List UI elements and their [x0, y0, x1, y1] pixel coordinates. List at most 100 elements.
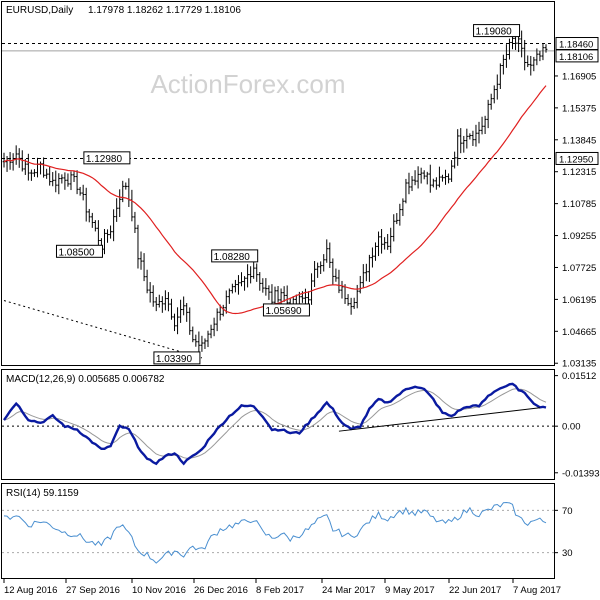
price-annotation-0: 1.19080 — [473, 24, 521, 38]
macd-title: MACD(12,26,9) 0.005685 0.006782 — [6, 374, 165, 385]
candle — [212, 317, 216, 337]
candle — [325, 239, 329, 263]
candle — [495, 74, 499, 100]
candle — [170, 298, 173, 320]
candle — [517, 34, 520, 53]
candle — [124, 182, 128, 190]
candle — [48, 166, 52, 186]
candle — [230, 283, 234, 294]
candle — [389, 227, 393, 254]
level-label-box — [555, 49, 599, 63]
annotation-box — [83, 151, 131, 165]
candle — [258, 272, 262, 291]
candle — [179, 299, 183, 323]
candle — [398, 203, 402, 226]
rsi-title: RSI(14) 59.1159 — [6, 488, 79, 499]
price-tick-label: 1.13845 — [562, 135, 596, 146]
rsi-tick-label: 30 — [562, 548, 573, 559]
candle — [508, 38, 511, 60]
candle — [526, 55, 530, 68]
candle — [188, 307, 192, 335]
candle — [93, 220, 97, 232]
candle — [273, 286, 277, 306]
candle — [54, 170, 58, 193]
candle — [367, 254, 371, 282]
candle — [224, 290, 228, 314]
price-annotation-4: 1.05690 — [262, 303, 310, 317]
candle — [313, 261, 316, 287]
price-tick-label: 1.12315 — [562, 167, 596, 178]
candle — [255, 263, 259, 282]
candle — [11, 153, 15, 171]
candle — [322, 254, 326, 272]
macd-panel — [1, 369, 555, 480]
candle — [444, 169, 447, 185]
rsi-line — [3, 501, 547, 564]
candle — [42, 157, 45, 178]
candle — [383, 237, 387, 250]
macd-tick-label: -0.013938 — [562, 468, 600, 479]
candle — [246, 264, 249, 288]
level-label-text: 1.12950 — [559, 154, 593, 165]
candle — [535, 48, 539, 66]
candle — [505, 44, 508, 68]
candle — [529, 55, 533, 76]
candle — [310, 273, 313, 305]
candle — [163, 290, 167, 311]
candle — [160, 296, 164, 313]
candle — [501, 54, 505, 75]
candle — [434, 177, 438, 190]
x-tick-label: 22 Jun 2017 — [449, 585, 501, 596]
candle — [218, 304, 222, 321]
candle — [112, 209, 116, 242]
candle — [203, 338, 207, 349]
candle — [520, 30, 524, 58]
x-tick-label: 26 Dec 2016 — [194, 585, 248, 596]
candle — [45, 168, 49, 179]
candle — [450, 160, 454, 182]
candle — [374, 242, 377, 261]
macd-tick-label: 0.00 — [562, 422, 581, 433]
candle — [492, 85, 496, 104]
candle — [334, 268, 338, 282]
candle — [157, 294, 161, 308]
candle — [142, 253, 146, 282]
candle — [69, 171, 73, 191]
chart-header-ohlc: 1.17978 1.18262 1.17729 1.18106 — [88, 5, 241, 16]
candle — [154, 297, 158, 312]
candle — [23, 158, 27, 175]
x-tick-label: 12 Aug 2016 — [4, 585, 57, 596]
candle — [462, 135, 466, 153]
candle — [26, 153, 30, 181]
candle — [209, 324, 213, 339]
candle — [249, 266, 253, 284]
candle — [419, 167, 423, 184]
macd-signal-line — [3, 388, 547, 459]
candle — [103, 228, 106, 255]
candle — [410, 176, 414, 192]
candle — [465, 128, 469, 149]
candle — [136, 224, 140, 269]
candle — [456, 129, 460, 166]
candle — [145, 269, 149, 294]
price-tick-label: 1.03135 — [562, 359, 596, 370]
candle — [90, 212, 94, 228]
candle — [483, 115, 487, 134]
candle — [471, 130, 475, 146]
price-tick-label: 1.04665 — [562, 327, 596, 338]
candle — [459, 128, 463, 154]
price-tick-label: 1.15375 — [562, 103, 596, 114]
candle — [151, 285, 155, 307]
candle — [544, 44, 548, 53]
candle — [474, 124, 478, 147]
macd-line — [3, 382, 547, 466]
candle — [197, 331, 201, 355]
candle — [404, 178, 408, 204]
candle — [115, 198, 119, 222]
price-level-label-0: 1.18460 — [555, 37, 599, 51]
price-annotation-3: 1.08280 — [211, 249, 259, 263]
candle — [416, 166, 420, 189]
candle — [401, 198, 405, 217]
candle — [361, 264, 365, 289]
candle — [371, 247, 374, 268]
